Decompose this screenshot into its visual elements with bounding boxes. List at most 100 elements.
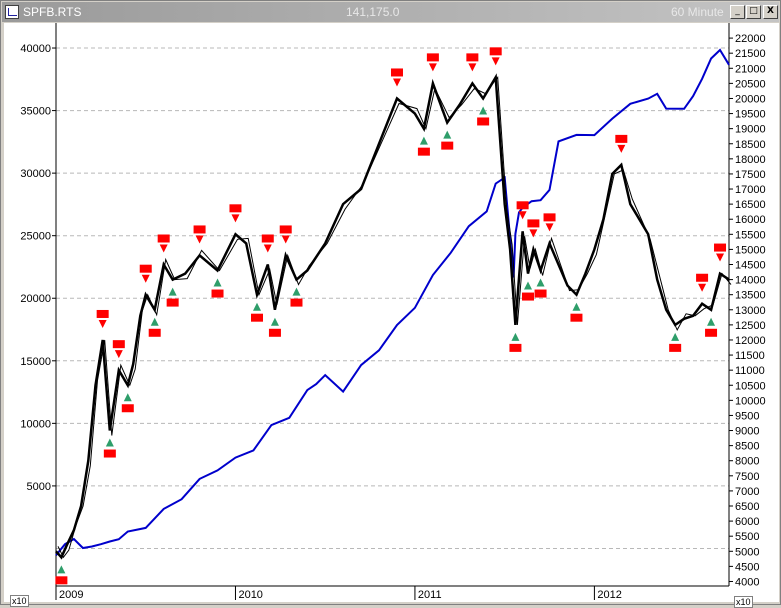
- up-arrow-icon: [270, 317, 279, 326]
- up-arrow-icon: [150, 317, 159, 326]
- sell-signal-label: [527, 219, 540, 228]
- right-axis-tick-label: 20500: [735, 78, 766, 90]
- buy-signal-label: [669, 343, 682, 352]
- buy-signal-label: [441, 141, 454, 150]
- equity-line: [55, 48, 730, 556]
- down-arrow-icon: [263, 244, 272, 253]
- buy-signal-label: [166, 298, 179, 307]
- up-arrow-icon: [707, 317, 716, 326]
- up-arrow-icon: [479, 106, 488, 115]
- x-axis-tick-label: 2012: [597, 589, 621, 601]
- right-axis-tick-label: 16000: [735, 214, 766, 226]
- down-arrow-icon: [159, 244, 168, 253]
- down-arrow-icon: [428, 63, 437, 72]
- buy-signal-label: [211, 289, 224, 298]
- left-axis-tick-label: 40000: [20, 43, 51, 55]
- left-axis-tick-label: 5000: [27, 481, 51, 493]
- up-arrow-icon: [213, 278, 222, 287]
- close-icon: X: [767, 6, 774, 16]
- title-bar[interactable]: SPFB.RTS 141,175.0 60 Minute _ □ X: [2, 2, 779, 22]
- minimize-icon: _: [735, 6, 740, 16]
- right-axis-tick-label: 15500: [735, 229, 766, 241]
- right-scale-marker: x10: [734, 596, 753, 608]
- right-axis-tick-label: 5000: [735, 546, 759, 558]
- down-arrow-icon: [231, 214, 240, 223]
- right-axis-tick-label: 19500: [735, 109, 766, 121]
- buy-signal-label: [103, 449, 116, 458]
- right-axis-tick-label: 10000: [735, 395, 766, 407]
- window-title-interval: 60 Minute: [671, 5, 724, 19]
- sell-signal-label: [714, 243, 727, 252]
- price-chart[interactable]: 5000 10000 15000 20000 25000 30000 35000 40000 4…: [4, 23, 779, 602]
- right-axis-tick-label: 12500: [735, 320, 766, 332]
- buy-signal-label: [268, 328, 281, 337]
- minimize-button[interactable]: _: [730, 5, 745, 19]
- right-axis-tick-label: 7000: [735, 486, 759, 498]
- up-arrow-icon: [511, 332, 520, 341]
- down-arrow-icon: [392, 78, 401, 87]
- sell-signal-label: [466, 53, 479, 62]
- chart-window-icon[interactable]: [5, 5, 19, 19]
- up-arrow-icon: [168, 287, 177, 296]
- right-axis-tick-label: 17500: [735, 169, 766, 181]
- right-axis-tick-label: 13000: [735, 305, 766, 317]
- sell-signal-label: [615, 134, 628, 143]
- x-axis-tick-label: 2011: [418, 589, 442, 601]
- sell-signal-label: [279, 225, 292, 234]
- sell-signal-label: [489, 47, 502, 56]
- window-title-price: 141,175.0: [346, 5, 400, 19]
- right-axis-tick-label: 11000: [735, 365, 765, 377]
- left-scale-marker: x10: [10, 595, 29, 607]
- sell-signal-label: [139, 264, 152, 273]
- right-axis-tick-label: 6000: [735, 516, 759, 528]
- right-axis-tick-label: 21500: [735, 48, 766, 60]
- right-axis-tick-label: 13500: [735, 290, 766, 302]
- up-arrow-icon: [105, 438, 114, 447]
- right-axis-tick-label: 14000: [735, 275, 766, 287]
- down-arrow-icon: [98, 319, 107, 328]
- buy-signal-label: [570, 313, 583, 322]
- x-axis-tick-label: 2009: [59, 589, 83, 601]
- right-axis-tick-label: 17000: [735, 184, 766, 196]
- left-axis-tick-label: 25000: [20, 231, 51, 243]
- sell-signal-label: [543, 213, 556, 222]
- up-arrow-icon: [123, 393, 132, 402]
- right-axis-tick-label: 18000: [735, 154, 766, 166]
- left-axis-tick-label: 30000: [20, 168, 51, 180]
- right-axis-tick-label: 8500: [735, 441, 759, 453]
- sell-signal-label: [426, 53, 439, 62]
- close-button[interactable]: X: [763, 5, 778, 19]
- down-arrow-icon: [545, 223, 554, 232]
- up-arrow-icon: [292, 287, 301, 296]
- right-axis-tick-label: 12000: [735, 335, 766, 347]
- maximize-button[interactable]: □: [746, 5, 761, 19]
- buy-signal-label: [509, 343, 522, 352]
- down-arrow-icon: [518, 211, 527, 220]
- chart-plot-area[interactable]: 5000 10000 15000 20000 25000 30000 35000 40000 4…: [4, 23, 779, 608]
- right-axis-tick-label: 15000: [735, 244, 766, 256]
- sell-signal-label: [229, 204, 242, 213]
- down-arrow-icon: [141, 274, 150, 283]
- buy-signal-label: [55, 576, 68, 585]
- left-axis-tick-label: 20000: [20, 293, 51, 305]
- maximize-icon: □: [749, 6, 758, 16]
- sell-signal-label: [516, 201, 529, 210]
- sell-signal-label: [696, 273, 709, 282]
- right-axis-tick-label: 11500: [735, 350, 765, 362]
- right-axis-tick-label: 16500: [735, 199, 766, 211]
- right-axis-tick-label: 4000: [735, 576, 759, 588]
- sell-signal-label: [157, 234, 170, 243]
- up-arrow-icon: [572, 302, 581, 311]
- right-axis-tick-label: 8000: [735, 456, 759, 468]
- up-arrow-icon: [419, 136, 428, 145]
- down-arrow-icon: [281, 235, 290, 244]
- sell-signal-label: [96, 309, 109, 318]
- right-axis-tick-label: 5500: [735, 531, 759, 543]
- buy-signal-label: [705, 328, 718, 337]
- buy-signal-label: [121, 404, 134, 413]
- right-axis-tick-label: 9000: [735, 426, 759, 438]
- down-arrow-icon: [716, 253, 725, 262]
- buy-signal-label: [477, 117, 490, 126]
- sell-signal-label: [193, 225, 206, 234]
- right-axis-tick-label: 21000: [735, 63, 766, 75]
